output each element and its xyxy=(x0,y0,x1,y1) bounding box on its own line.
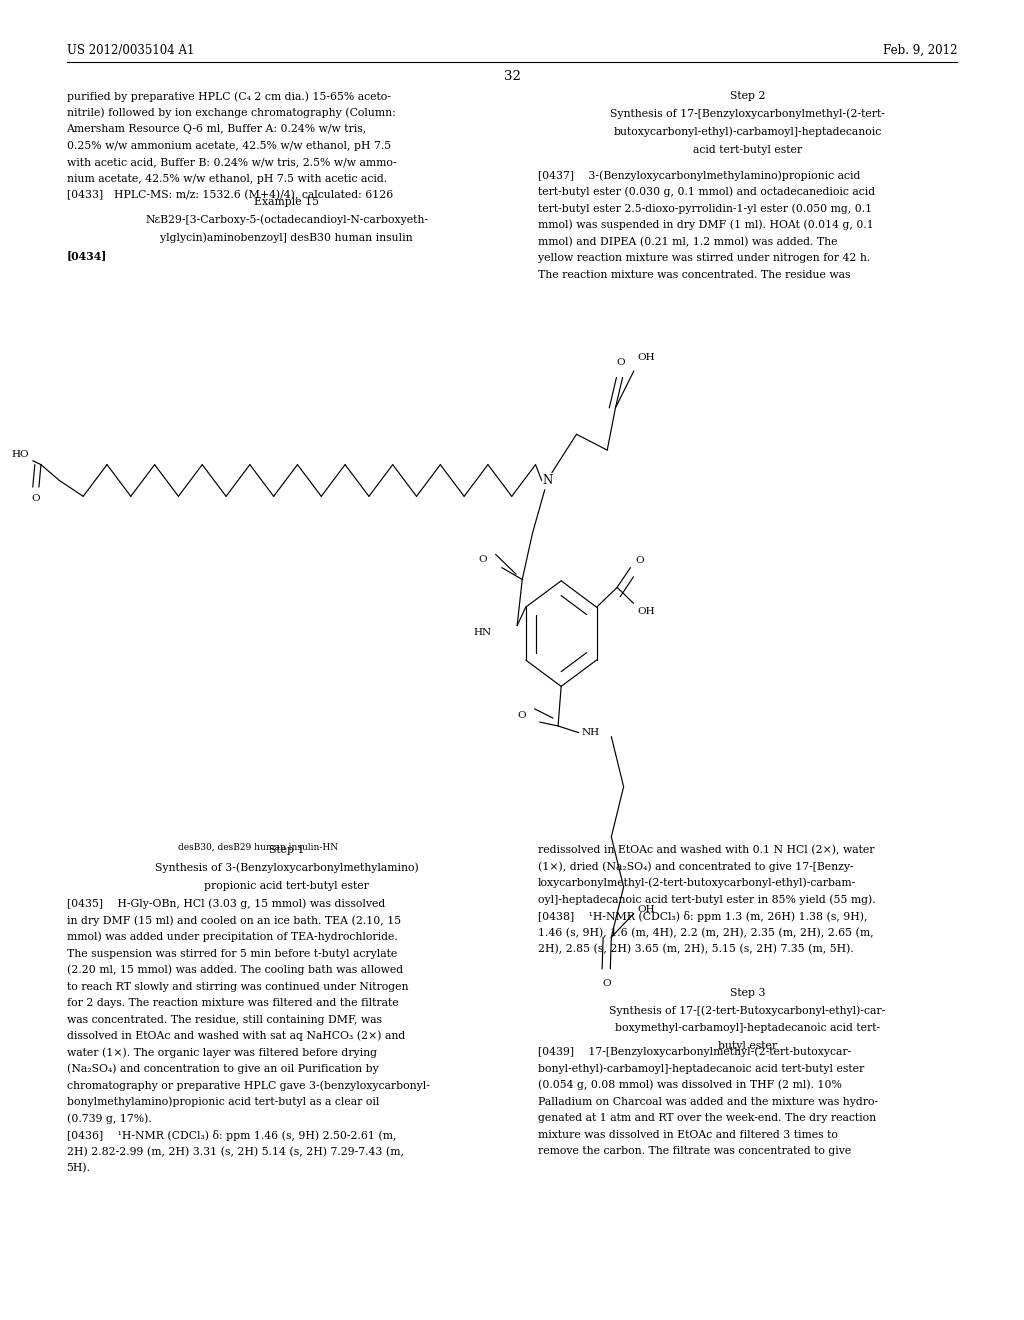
Text: with acetic acid, Buffer B: 0.24% w/w tris, 2.5% w/w ammo-: with acetic acid, Buffer B: 0.24% w/w tr… xyxy=(67,157,396,168)
Text: nitrile) followed by ion exchange chromatography (Column:: nitrile) followed by ion exchange chroma… xyxy=(67,107,395,119)
Text: 1.46 (s, 9H), 1.6 (m, 4H), 2.2 (m, 2H), 2.35 (m, 2H), 2.65 (m,: 1.46 (s, 9H), 1.6 (m, 4H), 2.2 (m, 2H), … xyxy=(538,928,873,937)
Text: mmol) and DIPEA (0.21 ml, 1.2 mmol) was added. The: mmol) and DIPEA (0.21 ml, 1.2 mmol) was … xyxy=(538,236,837,247)
Text: Feb. 9, 2012: Feb. 9, 2012 xyxy=(883,44,957,57)
Text: mmol) was suspended in dry DMF (1 ml). HOAt (0.014 g, 0.1: mmol) was suspended in dry DMF (1 ml). H… xyxy=(538,219,873,231)
Text: (0.739 g, 17%).: (0.739 g, 17%). xyxy=(67,1113,152,1125)
Text: bonylmethylamino)propionic acid tert-butyl as a clear oil: bonylmethylamino)propionic acid tert-but… xyxy=(67,1097,379,1107)
Text: NεB29-[3-Carboxy-5-(octadecandioyl-N-carboxyeth-: NεB29-[3-Carboxy-5-(octadecandioyl-N-car… xyxy=(145,214,428,226)
Text: nium acetate, 42.5% w/w ethanol, pH 7.5 with acetic acid.: nium acetate, 42.5% w/w ethanol, pH 7.5 … xyxy=(67,174,387,183)
Text: (1×), dried (Na₂SO₄) and concentrated to give 17-[Benzy-: (1×), dried (Na₂SO₄) and concentrated to… xyxy=(538,861,853,873)
Text: (0.054 g, 0.08 mmol) was dissolved in THF (2 ml). 10%: (0.054 g, 0.08 mmol) was dissolved in TH… xyxy=(538,1080,842,1090)
Text: HO: HO xyxy=(11,450,29,458)
Text: Synthesis of 17-[Benzyloxycarbonylmethyl-(2-tert-: Synthesis of 17-[Benzyloxycarbonylmethyl… xyxy=(610,108,885,120)
Text: (Na₂SO₄) and concentration to give an oil Purification by: (Na₂SO₄) and concentration to give an oi… xyxy=(67,1064,378,1074)
Text: OH: OH xyxy=(637,906,654,913)
Text: butyl ester: butyl ester xyxy=(718,1041,777,1051)
Text: Amersham Resource Q-6 ml, Buffer A: 0.24% w/w tris,: Amersham Resource Q-6 ml, Buffer A: 0.24… xyxy=(67,124,367,135)
Text: (2.20 ml, 15 mmol) was added. The cooling bath was allowed: (2.20 ml, 15 mmol) was added. The coolin… xyxy=(67,965,402,975)
Text: redissolved in EtOAc and washed with 0.1 N HCl (2×), water: redissolved in EtOAc and washed with 0.1… xyxy=(538,845,874,855)
Text: 2H), 2.85 (s, 2H) 3.65 (m, 2H), 5.15 (s, 2H) 7.35 (m, 5H).: 2H), 2.85 (s, 2H) 3.65 (m, 2H), 5.15 (s,… xyxy=(538,944,853,954)
Text: Palladium on Charcoal was added and the mixture was hydro-: Palladium on Charcoal was added and the … xyxy=(538,1097,878,1106)
Text: [0435]  H-Gly-OBn, HCl (3.03 g, 15 mmol) was dissolved: [0435] H-Gly-OBn, HCl (3.03 g, 15 mmol) … xyxy=(67,899,385,909)
Text: [0436]  ¹H-NMR (CDCl₃) δ: ppm 1.46 (s, 9H) 2.50-2.61 (m,: [0436] ¹H-NMR (CDCl₃) δ: ppm 1.46 (s, 9H… xyxy=(67,1130,396,1140)
Text: oyl]-heptadecanoic acid tert-butyl ester in 85% yield (55 mg).: oyl]-heptadecanoic acid tert-butyl ester… xyxy=(538,894,876,906)
Text: [0433] HPLC-MS: m/z: 1532.6 (M+4)/4), calculated: 6126: [0433] HPLC-MS: m/z: 1532.6 (M+4)/4), ca… xyxy=(67,190,393,201)
Text: Synthesis of 3-(Benzyloxycarbonylmethylamino): Synthesis of 3-(Benzyloxycarbonylmethyla… xyxy=(155,862,419,874)
Text: OH: OH xyxy=(637,354,654,362)
Text: Example 15: Example 15 xyxy=(254,197,319,207)
Text: for 2 days. The reaction mixture was filtered and the filtrate: for 2 days. The reaction mixture was fil… xyxy=(67,998,398,1008)
Text: HN: HN xyxy=(473,628,492,636)
Text: desB30, desB29 human insulin-HN: desB30, desB29 human insulin-HN xyxy=(178,843,338,851)
Text: [0434]: [0434] xyxy=(67,251,106,261)
Text: N: N xyxy=(543,474,553,487)
Text: O: O xyxy=(602,979,610,989)
Text: 2H) 2.82-2.99 (m, 2H) 3.31 (s, 2H) 5.14 (s, 2H) 7.29-7.43 (m,: 2H) 2.82-2.99 (m, 2H) 3.31 (s, 2H) 5.14 … xyxy=(67,1147,403,1156)
Text: mixture was dissolved in EtOAc and filtered 3 times to: mixture was dissolved in EtOAc and filte… xyxy=(538,1130,838,1139)
Text: Step 2: Step 2 xyxy=(730,91,765,102)
Text: water (1×). The organic layer was filtered before drying: water (1×). The organic layer was filter… xyxy=(67,1047,377,1059)
Text: propionic acid tert-butyl ester: propionic acid tert-butyl ester xyxy=(204,880,370,891)
Text: tert-butyl ester (0.030 g, 0.1 mmol) and octadecanedioic acid: tert-butyl ester (0.030 g, 0.1 mmol) and… xyxy=(538,186,874,198)
Text: acid tert-butyl ester: acid tert-butyl ester xyxy=(693,145,802,154)
Text: tert-butyl ester 2.5-dioxo-pyrrolidin-1-yl ester (0.050 mg, 0.1: tert-butyl ester 2.5-dioxo-pyrrolidin-1-… xyxy=(538,203,871,214)
Text: butoxycarbonyl-ethyl)-carbamoyl]-heptadecanoic: butoxycarbonyl-ethyl)-carbamoyl]-heptade… xyxy=(613,127,882,137)
Text: O: O xyxy=(616,358,625,367)
Text: O: O xyxy=(518,711,526,719)
Text: Synthesis of 17-[(2-tert-Butoxycarbonyl-ethyl)-car-: Synthesis of 17-[(2-tert-Butoxycarbonyl-… xyxy=(609,1005,886,1016)
Text: Step 1: Step 1 xyxy=(269,845,304,855)
Text: was concentrated. The residue, still containing DMF, was: was concentrated. The residue, still con… xyxy=(67,1015,382,1024)
Text: O: O xyxy=(479,556,487,564)
Text: Step 3: Step 3 xyxy=(730,987,765,998)
Text: genated at 1 atm and RT over the week-end. The dry reaction: genated at 1 atm and RT over the week-en… xyxy=(538,1113,876,1123)
Text: ylglycin)aminobenzoyl] desB30 human insulin: ylglycin)aminobenzoyl] desB30 human insu… xyxy=(161,232,413,243)
Text: OH: OH xyxy=(638,607,655,615)
Text: dissolved in EtOAc and washed with sat aq NaHCO₃ (2×) and: dissolved in EtOAc and washed with sat a… xyxy=(67,1031,404,1041)
Text: 0.25% w/w ammonium acetate, 42.5% w/w ethanol, pH 7.5: 0.25% w/w ammonium acetate, 42.5% w/w et… xyxy=(67,141,391,150)
Text: [0438]  ¹H-NMR (CDCl₃) δ: ppm 1.3 (m, 26H) 1.38 (s, 9H),: [0438] ¹H-NMR (CDCl₃) δ: ppm 1.3 (m, 26H… xyxy=(538,911,867,921)
Text: The suspension was stirred for 5 min before t-butyl acrylate: The suspension was stirred for 5 min bef… xyxy=(67,949,397,958)
Text: in dry DMF (15 ml) and cooled on an ice bath. TEA (2.10, 15: in dry DMF (15 ml) and cooled on an ice … xyxy=(67,915,400,927)
Text: NH: NH xyxy=(582,729,600,737)
Text: chromatography or preparative HPLC gave 3-(benzyloxycarbonyl-: chromatography or preparative HPLC gave … xyxy=(67,1080,429,1092)
Text: O: O xyxy=(636,557,644,565)
Text: [0437]  3-(Benzyloxycarbonylmethylamino)propionic acid: [0437] 3-(Benzyloxycarbonylmethylamino)p… xyxy=(538,170,860,181)
Text: 32: 32 xyxy=(504,70,520,83)
Text: remove the carbon. The filtrate was concentrated to give: remove the carbon. The filtrate was conc… xyxy=(538,1146,851,1156)
Text: boxymethyl-carbamoyl]-heptadecanoic acid tert-: boxymethyl-carbamoyl]-heptadecanoic acid… xyxy=(615,1023,880,1034)
Text: to reach RT slowly and stirring was continued under Nitrogen: to reach RT slowly and stirring was cont… xyxy=(67,982,408,991)
Text: mmol) was added under precipitation of TEA-hydrochloride.: mmol) was added under precipitation of T… xyxy=(67,932,397,942)
Text: 5H).: 5H). xyxy=(67,1163,90,1173)
Text: The reaction mixture was concentrated. The residue was: The reaction mixture was concentrated. T… xyxy=(538,269,850,280)
Text: O: O xyxy=(32,494,40,503)
Text: bonyl-ethyl)-carbamoyl]-heptadecanoic acid tert-butyl ester: bonyl-ethyl)-carbamoyl]-heptadecanoic ac… xyxy=(538,1063,864,1074)
Text: [0439]  17-[Benzyloxycarbonylmethyl-(2-tert-butoxycar-: [0439] 17-[Benzyloxycarbonylmethyl-(2-te… xyxy=(538,1047,851,1057)
Text: yellow reaction mixture was stirred under nitrogen for 42 h.: yellow reaction mixture was stirred unde… xyxy=(538,253,869,263)
Text: loxycarbonylmethyl-(2-tert-butoxycarbonyl-ethyl)-carbam-: loxycarbonylmethyl-(2-tert-butoxycarbony… xyxy=(538,878,856,888)
Text: purified by preparative HPLC (C₄ 2 cm dia.) 15-65% aceto-: purified by preparative HPLC (C₄ 2 cm di… xyxy=(67,91,390,102)
Text: US 2012/0035104 A1: US 2012/0035104 A1 xyxy=(67,44,194,57)
